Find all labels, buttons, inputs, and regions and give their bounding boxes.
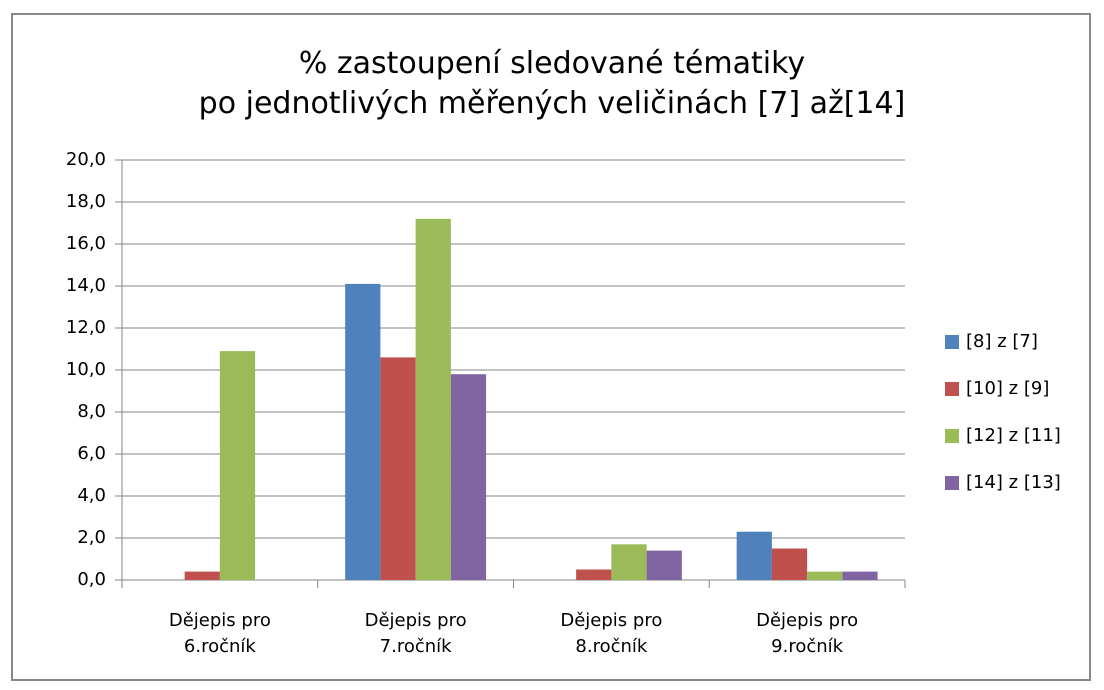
bar [842,571,878,580]
x-tick-label: Dějepis pro 9.ročník [756,610,859,657]
legend-label: [8] z [7] [966,331,1038,352]
legend-swatch [945,335,959,349]
y-tick-label: 2,0 [77,527,106,548]
bar [184,571,220,580]
bar [807,571,843,580]
legend-swatch [945,382,959,396]
legend-swatch [945,429,959,443]
bar [345,283,381,580]
y-tick-label: 8,0 [77,401,106,422]
y-tick-label: 6,0 [77,443,106,464]
bar [450,374,487,580]
chart-border [11,13,1091,681]
bar [219,351,256,580]
y-tick-label: 20,0 [66,149,106,170]
y-tick-label: 16,0 [66,233,106,254]
x-tick-label: Dějepis pro 8.ročník [560,610,663,657]
legend-label: [12] z [11] [966,425,1061,446]
bar [611,544,647,580]
y-tick-label: 14,0 [66,275,106,296]
legend-label: [14] z [13] [966,472,1061,493]
y-tick-label: 12,0 [66,317,106,338]
legend-swatch [945,476,959,490]
x-tick-label: Dějepis pro 6.ročník [168,610,271,657]
chart-title: % zastoupení sledované tématiky po jedno… [198,46,906,121]
bar [415,218,451,581]
bar [771,548,808,580]
legend-label: [10] z [9] [966,378,1049,399]
y-tick-label: 4,0 [77,485,106,506]
y-tick-label: 0,0 [77,569,106,590]
bar [380,357,416,580]
bar [736,531,772,580]
y-tick-label: 18,0 [66,191,106,212]
x-tick-label: Dějepis pro 7.ročník [364,610,467,657]
bar [576,569,612,580]
y-tick-label: 10,0 [66,359,106,380]
bar [646,550,682,580]
